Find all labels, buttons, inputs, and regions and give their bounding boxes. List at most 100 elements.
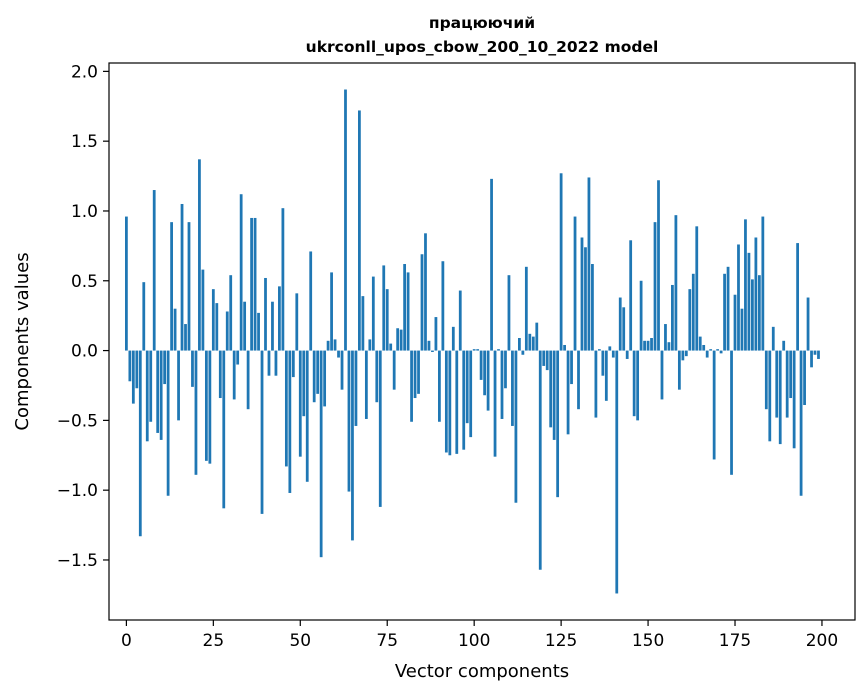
bar-component-191 (789, 350, 793, 399)
bar-component-31 (232, 350, 236, 400)
y-axis-label: Components values (12, 252, 33, 430)
bar-component-118 (535, 322, 539, 351)
bar-component-68 (361, 296, 365, 351)
bar-component-159 (677, 350, 681, 390)
bar-component-74 (382, 265, 386, 351)
bar-component-60 (333, 339, 337, 351)
bar-component-36 (250, 217, 253, 351)
bars-group (125, 89, 820, 594)
bar-component-0 (125, 216, 128, 351)
bar-component-88 (431, 350, 434, 352)
bar-component-125 (559, 173, 563, 351)
x-tick-label-200: 200 (806, 631, 838, 651)
bar-component-163 (691, 273, 695, 351)
bar-component-34 (243, 301, 247, 351)
bar-component-185 (768, 350, 772, 442)
bar-component-167 (705, 350, 709, 358)
bar-component-61 (337, 350, 340, 358)
bar-component-72 (375, 350, 379, 403)
bar-component-154 (660, 350, 664, 400)
bar-component-15 (177, 350, 180, 421)
bar-component-26 (215, 303, 219, 351)
y-tick-label-0.5: 0.5 (71, 272, 98, 292)
bar-component-101 (476, 349, 480, 351)
bar-component-17 (184, 324, 187, 351)
bar-component-95 (455, 350, 459, 454)
bar-component-94 (451, 326, 455, 351)
bar-component-133 (587, 177, 591, 351)
bar-component-84 (417, 350, 420, 394)
bar-component-51 (302, 350, 306, 417)
bar-component-97 (462, 350, 466, 450)
bar-component-102 (479, 350, 483, 380)
bar-component-16 (180, 203, 184, 351)
bar-component-166 (702, 344, 706, 351)
bar-component-181 (754, 237, 758, 351)
bar-component-86 (424, 233, 427, 351)
x-tick-label-125: 125 (545, 631, 577, 651)
y-tick-label-1: 1.0 (71, 202, 98, 222)
bar-component-105 (490, 178, 493, 351)
bar-component-139 (608, 346, 612, 351)
bar-component-141 (615, 350, 619, 594)
bar-component-194 (799, 350, 803, 496)
y-tick-label-2: 2.0 (71, 62, 98, 82)
bar-component-196 (806, 297, 810, 351)
bar-component-8 (152, 190, 156, 351)
bar-component-172 (723, 273, 726, 351)
bar-component-33 (239, 194, 243, 351)
bar-component-199 (817, 350, 820, 359)
bar-component-197 (810, 350, 813, 368)
y-tick-label-1.5: 1.5 (71, 132, 98, 152)
bar-component-170 (716, 349, 720, 351)
bar-component-153 (657, 180, 660, 351)
bar-component-80 (403, 264, 407, 351)
bar-component-151 (650, 338, 653, 351)
bar-component-29 (225, 311, 229, 351)
bar-component-149 (643, 340, 646, 351)
bar-component-30 (229, 275, 233, 351)
bar-component-53 (309, 251, 313, 351)
bar-component-169 (712, 350, 716, 460)
bar-component-116 (528, 333, 532, 351)
bar-component-90 (438, 350, 441, 422)
bar-component-14 (173, 308, 177, 351)
bar-component-42 (271, 301, 274, 351)
bar-component-182 (757, 275, 761, 351)
bar-component-27 (218, 350, 222, 399)
bar-component-195 (803, 350, 806, 406)
bar-component-55 (316, 350, 320, 394)
bar-component-150 (646, 340, 650, 351)
bar-component-47 (288, 350, 292, 493)
y-tick-label-0: 0.0 (71, 342, 98, 362)
bar-component-138 (604, 350, 608, 401)
bar-component-57 (323, 350, 327, 407)
bar-component-28 (222, 350, 226, 509)
bar-component-87 (427, 340, 431, 351)
bar-component-58 (326, 340, 330, 351)
bar-component-96 (458, 290, 462, 351)
bar-component-100 (472, 349, 476, 351)
bar-component-137 (601, 350, 605, 376)
bar-component-62 (340, 350, 344, 390)
bar-component-89 (434, 317, 438, 351)
bar-component-126 (563, 344, 566, 351)
y-tick-label--0.5: −0.5 (57, 411, 98, 431)
bar-component-189 (782, 340, 786, 351)
bar-component-160 (681, 350, 685, 361)
bar-component-38 (257, 312, 260, 351)
bar-component-70 (368, 339, 372, 351)
bar-component-44 (278, 286, 281, 351)
bar-component-103 (483, 350, 486, 396)
bar-component-128 (570, 350, 573, 385)
bar-component-35 (246, 350, 250, 410)
bar-component-178 (744, 219, 747, 351)
bar-component-115 (524, 266, 528, 351)
bar-component-119 (538, 350, 542, 570)
bar-component-3 (135, 350, 139, 389)
bar-component-2 (131, 350, 135, 404)
bar-component-83 (413, 350, 417, 399)
bar-component-69 (364, 350, 368, 419)
bar-component-108 (500, 350, 504, 419)
